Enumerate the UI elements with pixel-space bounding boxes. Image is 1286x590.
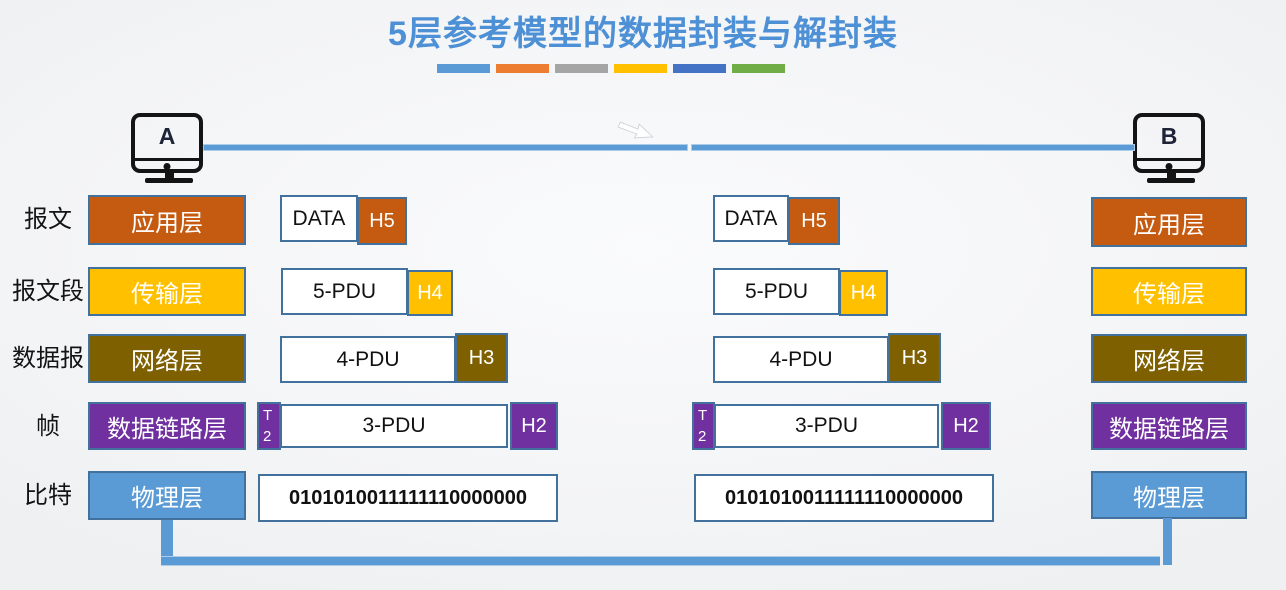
pdu-header-h4-left: H4: [407, 270, 453, 316]
pdu-trailer-t2-right: T2: [692, 402, 715, 450]
right-layer-box-transport: 传输层: [1091, 267, 1247, 316]
pdu-trailer-t2-left: T2: [257, 402, 281, 450]
title-underline-dashes: [437, 64, 785, 73]
pdu-data-box-right-l2: 3-PDU: [714, 404, 939, 448]
pdu-header-h5-right: H5: [788, 197, 840, 245]
dash-accent-4: [614, 64, 667, 73]
left-layer-box-physical: 物理层: [88, 471, 246, 520]
physical-link-connector-left-vertical: [161, 520, 173, 563]
monitor-frame: B: [1133, 113, 1205, 173]
unit-label-datagram: 数据报: [12, 345, 84, 372]
host-b-label: B: [1160, 123, 1178, 149]
monitor-dot: [1165, 163, 1173, 170]
page-title: 5层参考模型的数据封装与解封装: [388, 15, 898, 53]
pdu-data-box-left-l2: 3-PDU: [280, 404, 508, 448]
host-a-label: A: [158, 123, 176, 149]
dash-accent-1: [437, 64, 490, 73]
dash-accent-6: [732, 64, 785, 73]
left-layer-box-datalink: 数据链路层: [88, 402, 246, 450]
network-link-line-right: [691, 144, 1135, 151]
pdu-header-h3-right: H3: [888, 333, 941, 383]
pdu-data-box-right-l5: DATA: [713, 195, 789, 242]
network-link-line-left: [203, 144, 688, 151]
dash-accent-3: [555, 64, 608, 73]
pdu-header-h4-right: H4: [839, 270, 888, 316]
bitstream-box-right: 0101010011111110000000: [694, 474, 994, 522]
monitor-base: [145, 178, 193, 183]
left-layer-box-transport: 传输层: [88, 267, 246, 316]
monitor-chin-line: [135, 158, 199, 161]
monitor-chin-line: [1137, 158, 1201, 161]
pdu-data-box-right-l3: 4-PDU: [713, 336, 889, 383]
pdu-data-box-left-l3: 4-PDU: [280, 336, 456, 383]
unit-label-frame: 帧: [36, 413, 60, 440]
physical-link-connector-horizontal: [161, 556, 1160, 566]
pdu-header-h2-right: H2: [941, 402, 991, 450]
pdu-data-box-left-l5: DATA: [280, 195, 358, 242]
monitor-frame: A: [131, 113, 203, 173]
pdu-header-h2-left: H2: [510, 402, 558, 450]
right-layer-box-network: 网络层: [1091, 334, 1247, 383]
dash-accent-2: [496, 64, 549, 73]
right-layer-box-physical: 物理层: [1091, 471, 1247, 519]
monitor-stand: [1166, 173, 1176, 178]
left-layer-box-network: 网络层: [88, 334, 246, 383]
cursor-arrow-icon: [617, 121, 654, 139]
unit-label-segment: 报文段: [12, 278, 84, 305]
dash-accent-5: [673, 64, 726, 73]
monitor-dot: [163, 163, 171, 170]
bitstream-box-left: 0101010011111110000000: [258, 474, 558, 522]
right-layer-box-application: 应用层: [1091, 197, 1247, 247]
pdu-header-h5-left: H5: [357, 197, 407, 245]
pdu-data-box-right-l4: 5-PDU: [713, 268, 840, 315]
monitor-stand: [164, 173, 174, 178]
pdu-data-box-left-l4: 5-PDU: [281, 268, 408, 315]
unit-label-message: 报文: [24, 206, 72, 233]
monitor-base: [1147, 178, 1195, 183]
left-layer-box-application: 应用层: [88, 195, 246, 245]
host-a-computer-icon: A: [131, 113, 207, 183]
unit-label-bit: 比特: [24, 482, 72, 509]
pdu-header-h3-left: H3: [455, 333, 508, 383]
right-layer-box-datalink: 数据链路层: [1091, 402, 1247, 450]
physical-link-connector-right-vertical: [1163, 518, 1172, 565]
host-b-computer-icon: B: [1133, 113, 1209, 183]
